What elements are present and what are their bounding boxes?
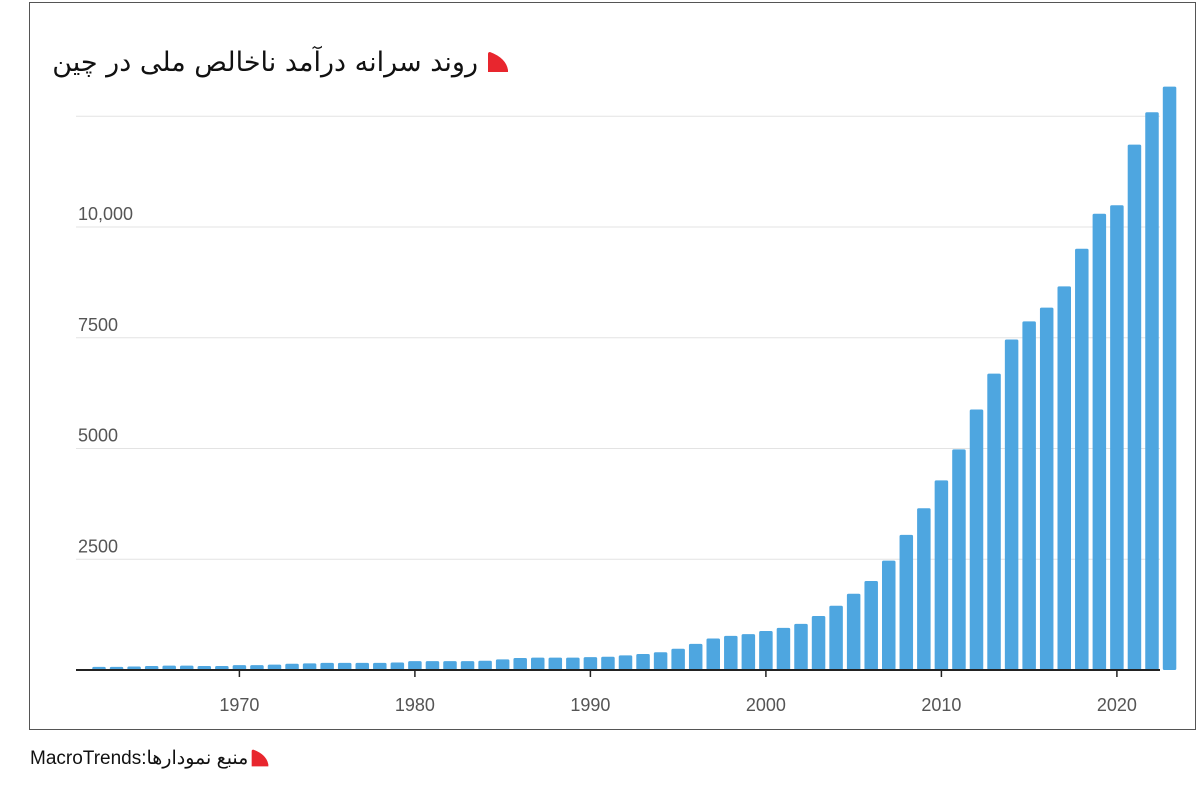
bar bbox=[846, 593, 861, 670]
bar bbox=[811, 615, 826, 670]
bar bbox=[759, 631, 773, 670]
bar bbox=[302, 663, 317, 670]
bar bbox=[1057, 286, 1071, 670]
chart-header: روند سرانه درآمد ناخالص ملی در چین bbox=[52, 42, 510, 82]
source-credit: منبع نمودارها:MacroTrends bbox=[30, 743, 270, 773]
y-tick-label: 7500 bbox=[78, 315, 118, 335]
bar bbox=[776, 627, 791, 670]
bar bbox=[653, 652, 668, 670]
bar bbox=[390, 662, 405, 670]
bar bbox=[618, 655, 633, 670]
bar bbox=[934, 480, 949, 670]
bar bbox=[531, 657, 545, 670]
bar bbox=[267, 664, 282, 670]
bar bbox=[513, 658, 527, 670]
bar bbox=[636, 654, 650, 670]
bar bbox=[408, 661, 422, 670]
x-tick-label: 1970 bbox=[219, 695, 259, 715]
bar bbox=[724, 635, 738, 670]
bar bbox=[583, 657, 598, 670]
x-tick-label: 1990 bbox=[570, 695, 610, 715]
bar bbox=[478, 660, 492, 670]
bar bbox=[706, 638, 720, 670]
bar bbox=[162, 665, 176, 670]
x-tick-label: 2010 bbox=[921, 695, 961, 715]
bar bbox=[566, 657, 580, 670]
bar bbox=[1039, 307, 1054, 670]
bars bbox=[92, 86, 1177, 671]
bar bbox=[425, 661, 440, 670]
x-axis-ticks: 1970 1980 1990 2000 2010 2020 bbox=[219, 670, 1137, 715]
chart-title: روند سرانه درآمد ناخالص ملی در چین bbox=[52, 46, 478, 78]
bar bbox=[1075, 248, 1089, 670]
x-tick-label: 2000 bbox=[746, 695, 786, 715]
bar bbox=[460, 661, 475, 670]
y-tick-label: 10,000 bbox=[78, 204, 133, 224]
bar bbox=[337, 662, 352, 670]
bar bbox=[180, 665, 194, 670]
red-triangle-icon bbox=[252, 749, 269, 767]
x-tick-label: 2020 bbox=[1097, 695, 1137, 715]
bar bbox=[320, 662, 334, 670]
bar bbox=[829, 605, 843, 670]
bar bbox=[952, 449, 966, 670]
bar bbox=[548, 657, 563, 670]
bar bbox=[1004, 339, 1019, 670]
bar bbox=[1092, 213, 1107, 670]
y-tick-label: 5000 bbox=[78, 426, 118, 446]
y-tick-label: 2500 bbox=[78, 536, 118, 556]
bar bbox=[882, 560, 896, 670]
bar bbox=[969, 409, 984, 670]
bar bbox=[1110, 205, 1124, 670]
bar bbox=[232, 665, 247, 670]
bar bbox=[285, 663, 299, 670]
y-axis-ticks: 2500 5000 7500 10,000 bbox=[78, 204, 133, 556]
bar bbox=[250, 665, 264, 670]
bar bbox=[1145, 112, 1159, 670]
bar bbox=[355, 662, 369, 670]
bar bbox=[987, 373, 1001, 670]
bar bbox=[671, 648, 685, 670]
source-text: منبع نمودارها:MacroTrends bbox=[30, 747, 249, 769]
x-tick-label: 1980 bbox=[395, 695, 435, 715]
red-triangle-icon bbox=[488, 52, 508, 72]
bar bbox=[688, 643, 703, 670]
bar bbox=[495, 659, 510, 670]
bar bbox=[1022, 321, 1036, 670]
bar bbox=[373, 662, 387, 670]
bar bbox=[601, 656, 615, 670]
bar bbox=[741, 634, 756, 670]
bar bbox=[443, 661, 457, 670]
bar bbox=[1127, 144, 1142, 671]
bar bbox=[899, 534, 914, 670]
bar bbox=[864, 580, 878, 670]
chart-frame bbox=[29, 2, 1196, 730]
bar bbox=[1162, 86, 1177, 671]
bar bbox=[917, 508, 931, 670]
bar bbox=[794, 623, 808, 670]
